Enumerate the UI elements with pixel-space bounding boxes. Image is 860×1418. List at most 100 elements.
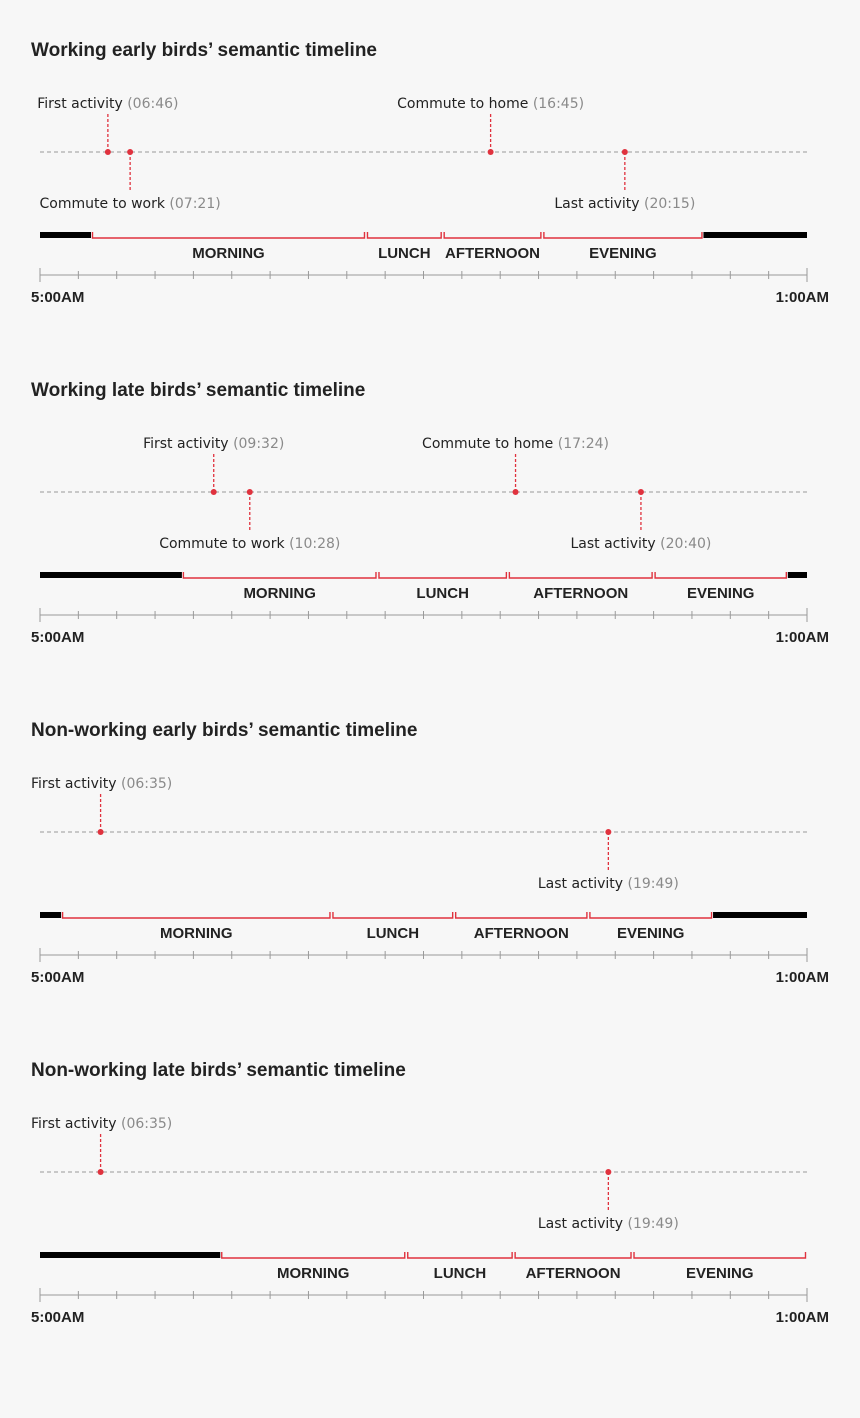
segment-label: AFTERNOON [533,585,628,602]
annotation-3: Commute to home (16:45) [397,95,584,155]
annotation-label: Last activity [538,1216,623,1232]
annotation-label: First activity [31,1116,117,1132]
segment-label: MORNING [192,245,265,262]
segment-morning: MORNING [61,912,331,942]
annotation-dot [621,149,628,155]
axis-end-label: 1:00AM [776,289,829,306]
annotation-dot [512,489,519,495]
annotation-label: First activity [37,96,123,112]
annotation-dot [605,1169,612,1175]
annotation-1: First activity (09:32) [143,435,284,495]
inactive-bar-before [40,912,62,918]
annotation-time: (06:46) [127,96,178,112]
annotation-text: First activity (09:32) [143,435,284,452]
annotation-dot [97,829,104,835]
annotation-label: Last activity [538,876,623,892]
time-axis: 5:00AM 1:00AM [31,1288,829,1326]
annotation-text: First activity (06:35) [31,1115,172,1132]
annotation-text: First activity (06:35) [31,775,172,792]
annotation-text: Commute to home (16:45) [397,95,584,112]
segment-lunch: LUNCH [366,232,442,262]
panel-title: Working early birds’ semantic timeline [31,40,377,61]
annotation-dot [487,149,494,155]
segment-bracket [514,1252,632,1259]
annotation-label: Commute to work [40,196,166,212]
annotation-dot [246,489,253,495]
annotation-1: First activity (06:46) [37,95,179,155]
segment-label: LUNCH [378,245,431,262]
axis-end-label: 1:00AM [776,629,829,646]
segment-evening: EVENING [633,1252,807,1282]
segment-label: EVENING [687,585,755,602]
segment-evening: EVENING [589,912,713,942]
panel-title: Non-working late birds’ semantic timelin… [31,1060,406,1081]
annotation-time: (17:24) [558,436,609,452]
axis-start-label: 5:00AM [31,289,84,306]
annotation-2: Commute to work (07:21) [40,149,221,212]
annotation-text: Last activity (19:49) [538,1215,679,1232]
annotation-dot [637,489,644,495]
annotation-label: Commute to work [159,536,285,552]
segment-lunch: LUNCH [332,912,454,942]
segment-evening: EVENING [654,572,788,602]
segment-label: MORNING [160,925,233,942]
segment-label: AFTERNOON [474,925,569,942]
inactive-bar-after [703,232,807,238]
annotation-text: Last activity (20:15) [554,195,695,212]
annotation-label: Commute to home [422,436,553,452]
segment-label: EVENING [686,1265,754,1282]
annotation-text: Commute to home (17:24) [422,435,609,452]
segment-bracket [221,1252,406,1259]
segment-bracket [407,1252,513,1259]
segment-bracket [508,572,653,579]
annotation-label: Commute to home [397,96,528,112]
time-axis: 5:00AM 1:00AM [31,268,829,306]
segment-label: MORNING [243,585,316,602]
annotation-1: First activity (06:35) [31,1115,172,1175]
annotation-time: (06:35) [121,776,172,792]
segment-morning: MORNING [182,572,377,602]
time-axis: 5:00AM 1:00AM [31,608,829,646]
segment-label: LUNCH [434,1265,487,1282]
segment-bracket [91,232,366,239]
segment-label: MORNING [277,1265,350,1282]
annotation-time: (19:49) [628,1216,679,1232]
segment-bracket [543,232,703,239]
segment-morning: MORNING [91,232,366,262]
annotation-time: (16:45) [533,96,584,112]
annotation-time: (06:35) [121,1116,172,1132]
axis-end-label: 1:00AM [776,1309,829,1326]
annotation-dot [210,489,217,495]
annotation-text: First activity (06:46) [37,95,178,112]
timeline-panel-1: Working early birds’ semantic timeline Fi… [31,40,829,306]
annotation-dot [605,829,612,835]
segment-afternoon: AFTERNOON [454,912,588,942]
annotation-label: Last activity [554,196,639,212]
axis-start-label: 5:00AM [31,1309,84,1326]
annotation-3: Commute to home (17:24) [422,435,609,495]
inactive-bar-before [40,572,182,578]
inactive-bar-after [787,572,807,578]
axis-start-label: 5:00AM [31,969,84,986]
annotation-text: Last activity (20:40) [570,535,711,552]
annotation-text: Last activity (19:49) [538,875,679,892]
segment-morning: MORNING [221,1252,406,1282]
segment-afternoon: AFTERNOON [514,1252,632,1282]
axis-end-label: 1:00AM [776,969,829,986]
segment-label: EVENING [589,245,657,262]
segment-label: AFTERNOON [526,1265,621,1282]
segment-lunch: LUNCH [378,572,508,602]
segment-afternoon: AFTERNOON [443,232,542,262]
segment-afternoon: AFTERNOON [508,572,653,602]
annotation-4: Last activity (20:40) [570,489,711,552]
segment-bracket [654,572,788,579]
segment-evening: EVENING [543,232,703,262]
segment-bracket [332,912,454,919]
panel-title: Non-working early birds’ semantic timeli… [31,720,417,741]
segment-bracket [378,572,508,579]
segment-lunch: LUNCH [407,1252,513,1282]
inactive-bar-before [40,1252,221,1258]
time-axis: 5:00AM 1:00AM [31,948,829,986]
segment-label: EVENING [617,925,685,942]
